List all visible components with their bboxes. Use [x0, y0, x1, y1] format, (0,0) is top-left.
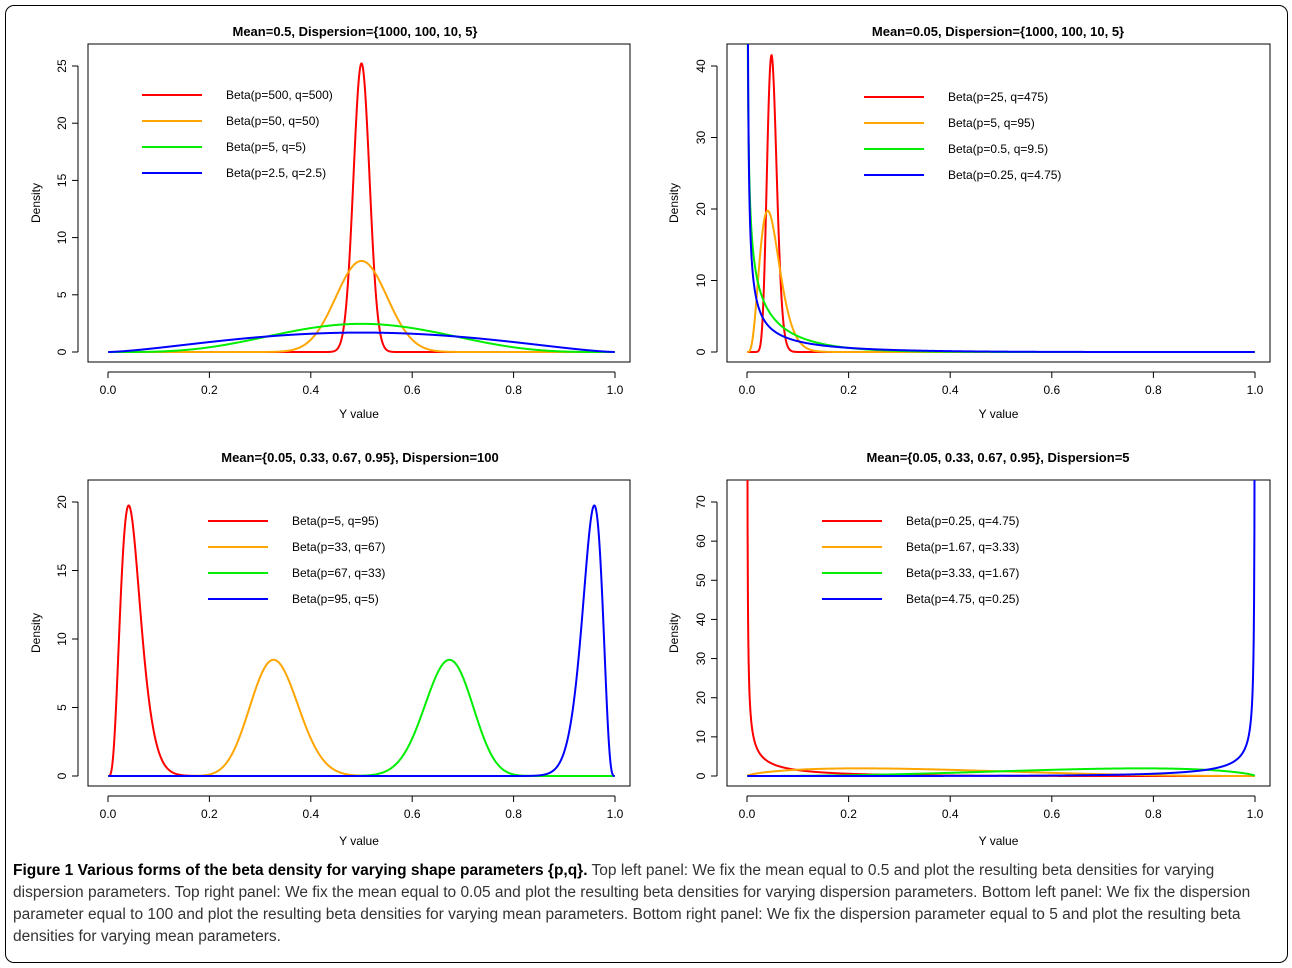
panel-4-x-tick-label: 0.0 [739, 807, 756, 821]
panel-4-x-tick-label: 0.8 [1145, 807, 1162, 821]
panel-2-y-tick-label: 30 [694, 131, 708, 145]
panel-3-x-tick-label: 0.6 [404, 807, 421, 821]
panel-2-x-tick-label: 0.2 [840, 383, 857, 397]
panel-1-series-4-line [108, 331, 615, 353]
panel-1-ylabel: Density [29, 183, 43, 223]
panel-2-y-tick-label: 40 [694, 59, 708, 73]
panel-1-xlabel: Y value [339, 407, 379, 421]
panel-2-x-tick-label: 0.8 [1145, 383, 1162, 397]
panel-4-x-tick-label: 1.0 [1247, 807, 1264, 821]
panel-3-y-tick-label: 15 [55, 564, 69, 578]
panel-2-x-tick-label: 0.0 [739, 383, 756, 397]
panel-1-series-2-line [108, 259, 615, 353]
panel-4-y-tick-label: 40 [694, 612, 708, 626]
panel-1-x-tick-label: 0.6 [404, 383, 421, 397]
panel-1-y-tick-label: 10 [55, 231, 69, 245]
panel-2-xlabel: Y value [979, 407, 1019, 421]
panel-1-legend-label-2: Beta(p=50, q=50) [226, 114, 319, 128]
panel-3-x-tick-label: 0.0 [100, 807, 117, 821]
panel-3-legend-label-1: Beta(p=5, q=95) [292, 514, 379, 528]
panel-4-title: Mean={0.05, 0.33, 0.67, 0.95}, Dispersio… [866, 450, 1129, 465]
panel-2-y-tick-label: 10 [694, 274, 708, 288]
panel-1-x-tick-label: 1.0 [607, 383, 624, 397]
caption-title: Figure 1 Various forms of the beta densi… [13, 862, 588, 879]
panel-3-y-tick-label: 5 [55, 704, 69, 711]
panel-3-legend-label-2: Beta(p=33, q=67) [292, 540, 385, 554]
panel-3-ylabel: Density [29, 613, 43, 653]
panel-2-legend-label-3: Beta(p=0.5, q=9.5) [948, 142, 1048, 156]
panel-2-x-tick-label: 1.0 [1247, 383, 1264, 397]
panel-3-y-tick-label: 10 [55, 632, 69, 646]
panel-3-x-tick-label: 0.2 [201, 807, 218, 821]
panel-1-legend-label-1: Beta(p=500, q=500) [226, 88, 333, 102]
panel-2-x-tick-label: 0.6 [1043, 383, 1060, 397]
panel-2-x-tick-label: 0.4 [942, 383, 959, 397]
panel-2-title: Mean=0.05, Dispersion={1000, 100, 10, 5} [872, 24, 1124, 39]
panel-3-legend-label-4: Beta(p=95, q=5) [292, 592, 379, 606]
panel-1-legend-label-3: Beta(p=5, q=5) [226, 140, 306, 154]
panel-2-y-tick-label: 20 [694, 202, 708, 216]
panel-3-title: Mean={0.05, 0.33, 0.67, 0.95}, Dispersio… [221, 450, 499, 465]
panel-4-x-tick-label: 0.4 [942, 807, 959, 821]
panel-1-title: Mean=0.5, Dispersion={1000, 100, 10, 5} [233, 24, 478, 39]
panel-4-y-tick-label: 50 [694, 573, 708, 587]
panel-1-x-tick-label: 0.0 [100, 383, 117, 397]
panel-2: Mean=0.05, Dispersion={1000, 100, 10, 5}… [667, 24, 1271, 421]
panel-1-x-tick-label: 0.2 [201, 383, 218, 397]
panel-4: Mean={0.05, 0.33, 0.67, 0.95}, Dispersio… [667, 450, 1271, 848]
charts-canvas: Mean=0.5, Dispersion={1000, 100, 10, 5} Y… [29, 24, 1271, 848]
panel-4-series-4-line [747, 480, 1256, 777]
panel-4-ylabel: Density [667, 613, 681, 653]
panel-4-y-tick-label: 10 [694, 730, 708, 744]
caption-text: Top left panel: We fix the mean equal to… [13, 862, 1251, 945]
panel-4-y-tick-label: 70 [694, 495, 708, 509]
panel-3-plot-frame [87, 479, 631, 787]
panel-2-legend-label-4: Beta(p=0.25, q=4.75) [948, 168, 1061, 182]
panel-1-legend-label-4: Beta(p=2.5, q=2.5) [226, 166, 326, 180]
panel-1-x-tick-label: 0.8 [505, 383, 522, 397]
panel-3-y-tick-label: 0 [55, 772, 69, 779]
panel-2-series-4-line [746, 44, 1255, 353]
panel-4-plot-frame [726, 479, 1271, 787]
panel-2-ylabel: Density [667, 183, 681, 223]
panel-1-y-tick-label: 15 [55, 173, 69, 187]
panel-3-legend-label-3: Beta(p=67, q=33) [292, 566, 385, 580]
panel-1-y-tick-label: 20 [55, 116, 69, 130]
panel-1-y-tick-label: 5 [55, 291, 69, 298]
panel-2-plot-frame [726, 43, 1271, 363]
panel-2-legend-label-2: Beta(p=5, q=95) [948, 116, 1035, 130]
panel-4-y-tick-label: 0 [694, 772, 708, 779]
panel-3-series-4-line [108, 504, 615, 777]
panel-1-y-tick-label: 25 [55, 59, 69, 73]
panel-4-y-tick-label: 60 [694, 534, 708, 548]
panel-4-legend-label-3: Beta(p=3.33, q=1.67) [906, 566, 1019, 580]
panel-4-xlabel: Y value [979, 834, 1019, 848]
panel-3-x-tick-label: 0.8 [505, 807, 522, 821]
panel-3-series-2-line [108, 658, 615, 777]
panel-3: Mean={0.05, 0.33, 0.67, 0.95}, Dispersio… [29, 450, 631, 848]
figure-frame [5, 5, 1288, 963]
panel-2-y-tick-label: 0 [694, 348, 708, 355]
panel-1-plot-frame [87, 43, 631, 363]
panel-4-x-tick-label: 0.6 [1043, 807, 1060, 821]
panel-4-y-tick-label: 30 [694, 652, 708, 666]
panel-2-legend-label-1: Beta(p=25, q=475) [948, 90, 1048, 104]
panel-2-series-2-line [747, 209, 1255, 353]
panel-1-x-tick-label: 0.4 [302, 383, 319, 397]
panel-4-legend-label-4: Beta(p=4.75, q=0.25) [906, 592, 1019, 606]
panel-3-x-tick-label: 0.4 [302, 807, 319, 821]
panel-3-x-tick-label: 1.0 [607, 807, 624, 821]
panel-4-legend-label-2: Beta(p=1.67, q=3.33) [906, 540, 1019, 554]
panel-1-series-1-line [108, 62, 615, 353]
panel-4-y-tick-label: 20 [694, 691, 708, 705]
panel-1-series-3-line [108, 322, 615, 353]
panel-3-xlabel: Y value [339, 834, 379, 848]
panel-4-legend-label-1: Beta(p=0.25, q=4.75) [906, 514, 1019, 528]
panel-3-series-3-line [108, 658, 615, 777]
figure-caption: Figure 1 Various forms of the beta densi… [13, 860, 1278, 948]
panel-1: Mean=0.5, Dispersion={1000, 100, 10, 5} Y… [29, 24, 631, 421]
panel-1-y-tick-label: 0 [55, 348, 69, 355]
panel-4-x-tick-label: 0.2 [840, 807, 857, 821]
panel-3-y-tick-label: 20 [55, 495, 69, 509]
